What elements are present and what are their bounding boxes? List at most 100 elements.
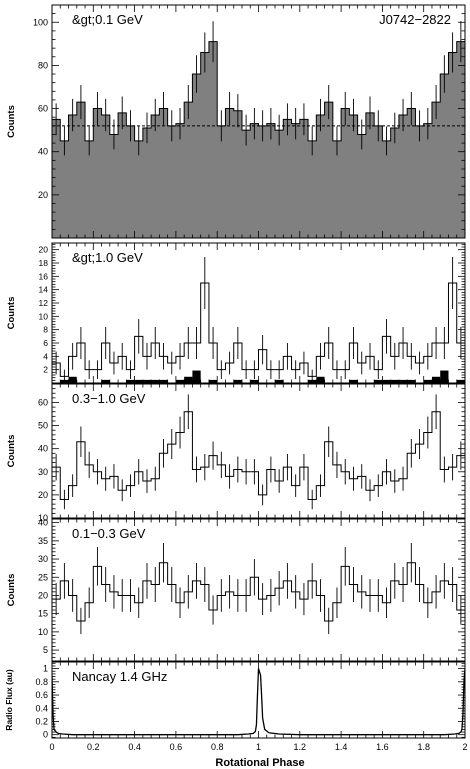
inset-bar	[398, 379, 408, 383]
inset-bar	[431, 376, 441, 383]
source-name-label: J0742−2822	[379, 12, 451, 27]
panel-energy-label: 0.3−1.0 GeV	[72, 391, 146, 406]
y-axis-label: Radio Flux (au)	[4, 669, 14, 731]
panel-energy-label: &gt;1.0 GeV	[72, 250, 143, 265]
y-tick-label: 0.4	[35, 703, 48, 713]
x-tick-label: 0.4	[128, 742, 141, 752]
x-tick-label: 1.6	[376, 742, 389, 752]
panel-energy-label: &gt;0.1 GeV	[72, 12, 143, 27]
x-tick-label: 0.8	[211, 742, 224, 752]
y-tick-label: 100	[33, 17, 48, 27]
x-tick-label: 1.2	[294, 742, 307, 752]
y-tick-label: 8	[43, 325, 48, 335]
y-tick-label: 40	[38, 518, 48, 528]
x-tick-label: 0	[49, 742, 54, 752]
inset-bar	[175, 379, 185, 383]
panel-4: 5 10 15 20 25 30 35 40 Counts 0.1−0.3 GeV	[6, 518, 466, 662]
inset-bar	[192, 370, 201, 383]
panel-3: 10 20 30 40 50 60 Counts 0.3−1.0 GeV	[6, 383, 466, 523]
panel-energy-label: 0.1−0.3 GeV	[72, 526, 146, 541]
panel-1: 20 40 60 80 100 Counts&gt;0.1 GeV J0742−2822	[6, 4, 466, 239]
inset-bar	[233, 379, 242, 383]
y-tick-label: 0.8	[35, 677, 48, 687]
y-tick-label: 18	[39, 258, 49, 268]
inset-bar	[142, 379, 152, 383]
x-tick-label: 0.6	[170, 742, 183, 752]
x-tick-label: 1	[256, 742, 261, 752]
histogram-line	[52, 411, 465, 501]
plot-area	[52, 543, 465, 635]
inset-bar	[390, 379, 399, 383]
panel-energy-label: Nancay 1.4 GHz	[72, 669, 167, 684]
inset-bar	[184, 376, 193, 383]
histogram-line	[52, 282, 465, 377]
y-tick-label: 20	[38, 490, 48, 500]
y-tick-label: 0	[43, 730, 48, 740]
y-tick-label: 5	[43, 645, 48, 655]
y-axis-label: Counts	[6, 105, 17, 138]
y-tick-label: 12	[39, 298, 49, 308]
x-tick-label: 1.8	[417, 742, 430, 752]
y-tick-label: 10	[39, 311, 49, 321]
inset-bar	[134, 379, 143, 383]
inset-bar	[308, 379, 317, 383]
y-tick-label: 16	[39, 271, 49, 281]
y-tick-label: 40	[38, 147, 48, 157]
inset-bar	[60, 379, 69, 383]
x-tick-label: 2	[462, 742, 467, 752]
y-tick-label: 2	[43, 365, 48, 375]
inset-bar	[151, 379, 160, 383]
x-tick-label: 1.4	[335, 742, 348, 752]
inset-bar	[374, 379, 383, 383]
y-tick-label: 80	[38, 60, 48, 70]
y-axis-label: Counts	[6, 297, 17, 330]
inset-bar	[316, 376, 325, 383]
y-tick-label: 60	[38, 104, 48, 114]
plot-area	[52, 394, 465, 510]
panel-5: 0 0.2 0.4 0.6 0.8 1 Radio Flux (au) Nancay 1.4 …	[4, 661, 466, 740]
y-tick-label: 14	[39, 285, 49, 295]
histogram-fill	[52, 41, 465, 238]
y-tick-label: 15	[38, 609, 48, 619]
inset-bar	[101, 379, 110, 383]
y-tick-label: 0.2	[35, 716, 48, 726]
inset-bar	[440, 370, 449, 383]
y-tick-label: 60	[38, 397, 48, 407]
inset-bar	[456, 379, 465, 383]
plot-area	[52, 257, 465, 383]
inset-bar	[250, 379, 259, 383]
y-tick-label: 50	[38, 421, 48, 431]
y-tick-label: 25	[38, 572, 48, 582]
y-tick-label: 1	[43, 664, 48, 674]
inset-bar	[208, 379, 218, 383]
y-tick-label: 40	[38, 444, 48, 454]
inset-bar	[68, 376, 77, 383]
y-tick-label: 6	[43, 338, 48, 348]
inset-bar	[159, 379, 168, 383]
y-tick-label: 35	[38, 536, 48, 546]
x-axis-label: Rotational Phase	[215, 757, 304, 769]
y-tick-label: 30	[38, 554, 48, 564]
y-tick-label: 4	[43, 351, 48, 361]
x-tick-label: 0.2	[87, 742, 100, 752]
y-axis-label: Counts	[6, 435, 17, 468]
y-tick-label: 0.6	[35, 690, 48, 700]
histogram-line	[52, 41, 465, 142]
y-tick-label: 20	[38, 590, 48, 600]
inset-bar	[423, 379, 432, 383]
inset-bar	[126, 379, 135, 383]
y-tick-label: 20	[38, 190, 48, 200]
y-tick-label: 20	[39, 245, 49, 255]
y-tick-label: 10	[38, 627, 48, 637]
panel-2: 2 4 6 8 10 12 14 16 18 20 Counts&gt;1.0 GeV	[6, 242, 466, 384]
inset-bar	[382, 379, 391, 383]
inset-bar	[349, 379, 358, 383]
y-axis-label: Counts	[6, 574, 17, 607]
inset-bar	[407, 379, 416, 383]
y-tick-label: 30	[38, 467, 48, 477]
inset-bar	[275, 379, 284, 383]
y-tick-label: 10	[38, 513, 48, 523]
plot-area	[52, 21, 465, 238]
histogram-line	[52, 562, 465, 622]
